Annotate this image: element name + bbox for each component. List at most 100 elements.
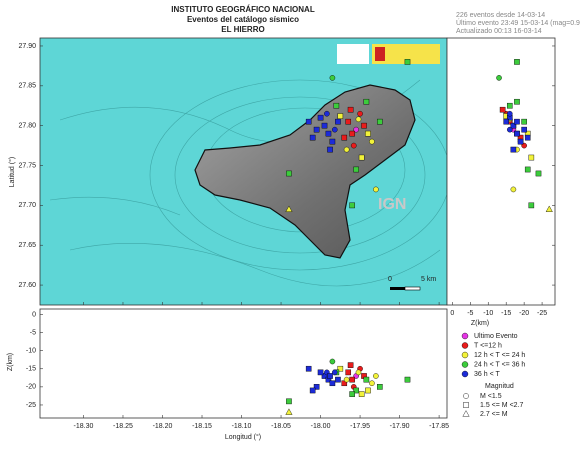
lon-depth-panel xyxy=(39,308,448,419)
y-axis-label: Latitud (°) xyxy=(8,157,16,187)
epicenter xyxy=(404,59,411,65)
epicenter xyxy=(357,110,363,117)
lon-depth-point xyxy=(337,365,344,372)
depth-tick-label: 0 xyxy=(32,311,36,318)
watermark: IGN xyxy=(378,196,406,213)
legend-label: 24 h < T <= 36 h xyxy=(474,361,525,368)
legend-label: 2.7 <= M xyxy=(480,411,508,418)
x-tick-label: -18.30 xyxy=(74,423,94,430)
lon-depth-point xyxy=(317,369,324,376)
epicenter xyxy=(369,138,375,145)
bathymetry xyxy=(49,79,451,287)
depth-tick-label: -25 xyxy=(537,310,547,317)
y-tick-label: 27.80 xyxy=(18,123,36,130)
epicenter xyxy=(313,126,320,133)
legend-shape xyxy=(462,410,470,417)
y-tick-label: 27.90 xyxy=(18,43,36,50)
legend-title: Magnitud xyxy=(485,383,514,390)
depth-axis-label: Z(km) xyxy=(7,353,14,371)
lon-depth-point xyxy=(285,408,293,415)
epicenter xyxy=(329,75,336,81)
epicenter xyxy=(331,126,338,133)
lon-depth-point xyxy=(331,369,338,376)
x-tick-label: -17.85 xyxy=(429,423,449,430)
legend-swatch xyxy=(461,370,469,378)
depth-lat-point xyxy=(517,138,524,145)
depth-lat-point xyxy=(521,118,527,125)
epicenter xyxy=(317,114,324,121)
depth-lat-point xyxy=(503,118,510,125)
epicenter xyxy=(349,202,355,209)
depth-lat-point xyxy=(506,102,513,109)
epicenter xyxy=(363,98,370,105)
scale-start: 0 xyxy=(388,276,392,283)
epicenter xyxy=(335,118,341,125)
y-tick-label: 27.75 xyxy=(18,162,36,169)
epicenter xyxy=(373,186,379,193)
logos xyxy=(337,44,440,64)
depth-tick-label: -25 xyxy=(26,402,36,409)
x-tick-label: -18.25 xyxy=(113,423,133,430)
title: INSTITUTO GEOGRÁFICO NACIONAL xyxy=(171,5,315,14)
depth-tick-label: -15 xyxy=(501,310,511,317)
legend-swatch xyxy=(461,332,469,340)
depth-tick-label: -20 xyxy=(519,310,529,317)
depth-tick-label: -5 xyxy=(30,329,36,336)
depth-lat-point xyxy=(524,166,531,173)
x-tick-label: -18.20 xyxy=(153,423,173,430)
epicenter xyxy=(329,138,336,145)
depth-lat-point xyxy=(524,134,531,141)
epicenter xyxy=(365,130,371,137)
lon-depth-point xyxy=(369,380,375,387)
epicenter xyxy=(345,118,352,125)
lon-depth-point xyxy=(349,391,355,397)
depth-tick-label: -10 xyxy=(483,310,493,317)
lon-depth-point xyxy=(355,369,362,376)
epicenter xyxy=(337,113,344,119)
x-axis-label: Longitud (°) xyxy=(225,433,261,441)
x-tick-label: -18.05 xyxy=(271,423,291,430)
depth-tick-label: -10 xyxy=(26,347,36,354)
lon-depth-point xyxy=(335,376,341,383)
epicenter xyxy=(355,116,362,123)
legend-swatch xyxy=(461,342,469,349)
legend-label: 1.5 <= M <2.7 xyxy=(480,402,523,409)
depth-lat-point xyxy=(514,130,520,137)
legend-label: M <1.5 xyxy=(480,393,502,400)
depth-lat-point xyxy=(514,59,520,65)
epicenter xyxy=(285,205,293,212)
lon-depth-point xyxy=(286,398,292,405)
legend-label: 36 h < T xyxy=(474,371,500,378)
x-tick-label: -17.90 xyxy=(390,423,410,430)
depth-tick-label: -5 xyxy=(467,310,473,317)
lon-depth-point xyxy=(353,387,359,394)
scale-bar: 0 5 km xyxy=(388,276,436,291)
lon-depth-point xyxy=(373,373,379,379)
epicenter xyxy=(350,142,357,149)
depth-lat-point xyxy=(514,98,520,105)
lon-depth-point xyxy=(329,380,336,387)
y-tick-label: 27.65 xyxy=(18,242,36,249)
x-tick-label: -18.00 xyxy=(311,423,331,430)
depth-lat-point xyxy=(528,202,535,209)
epicenter xyxy=(333,102,340,109)
depth-lat-point xyxy=(514,118,520,125)
epicenter xyxy=(325,130,332,137)
epicenter xyxy=(327,146,333,153)
depth-lat-point xyxy=(510,146,517,153)
info-line: Último evento 23:49 15-03-14 (mag=0.9) xyxy=(456,18,580,27)
subtitle: Eventos del catálogo sísmico xyxy=(187,15,299,24)
lon-depth-point xyxy=(347,362,354,368)
epicenter xyxy=(309,134,316,141)
legend-label: 12 h < T <= 24 h xyxy=(474,352,525,359)
region: EL HIERRO xyxy=(221,25,264,34)
epicenter xyxy=(353,166,359,173)
y-tick-label: 27.85 xyxy=(18,83,36,90)
depth-lat-point xyxy=(496,75,502,81)
lon-depth-point xyxy=(327,373,333,379)
lon-depth-point xyxy=(404,376,411,383)
info-line: 226 eventos desde 14-03-14 xyxy=(456,12,545,19)
epicenter xyxy=(305,118,312,125)
island xyxy=(194,84,416,259)
